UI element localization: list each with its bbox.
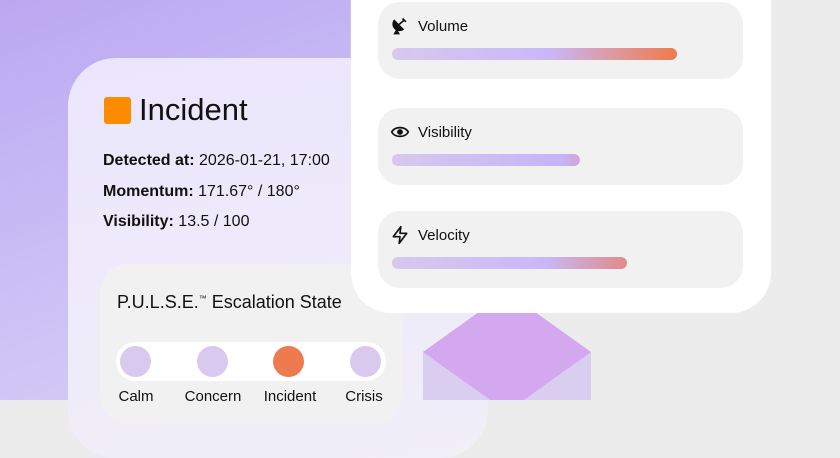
detected-label: Detected at: bbox=[103, 152, 195, 169]
orange-square-icon bbox=[104, 96, 131, 124]
cube-illustration bbox=[423, 292, 591, 400]
visibility-value: 13.5 / 100 bbox=[178, 213, 250, 230]
momentum-value: 171.67° / 180° bbox=[198, 183, 300, 200]
satellite-dish-icon bbox=[392, 17, 407, 35]
metric-label: Volume bbox=[418, 17, 469, 35]
visibility-label: Visibility: bbox=[103, 213, 174, 230]
detected-at: Detected at: 2026-01-21, 17:00 bbox=[103, 152, 330, 170]
metric-volume: Volume bbox=[378, 2, 743, 79]
incident-title: Incident bbox=[104, 92, 248, 128]
metric-label: Visibility bbox=[418, 123, 472, 141]
state-label-concern: Concern bbox=[184, 388, 242, 405]
pulse-title-main: P.U.L.S.E. bbox=[117, 292, 199, 312]
incident-title-text: Incident bbox=[139, 92, 248, 127]
visibility: Visibility: 13.5 / 100 bbox=[103, 213, 249, 231]
state-label-calm: Calm bbox=[118, 388, 154, 405]
trademark: ™ bbox=[198, 294, 207, 303]
metric-label: Velocity bbox=[418, 226, 470, 244]
state-dot-crisis[interactable] bbox=[350, 346, 381, 377]
metric-bar bbox=[392, 154, 580, 166]
state-dot-incident[interactable] bbox=[273, 346, 304, 377]
pulse-title-rest: Escalation State bbox=[206, 292, 342, 312]
escalation-track bbox=[116, 342, 386, 381]
state-label-incident: Incident bbox=[263, 388, 317, 405]
detected-value: 2026-01-21, 17:00 bbox=[199, 152, 330, 169]
pulse-title: P.U.L.S.E.™ Escalation State bbox=[117, 292, 342, 313]
metric-bar bbox=[392, 48, 677, 60]
state-label-crisis: Crisis bbox=[345, 388, 383, 405]
cube-top bbox=[423, 292, 591, 400]
momentum: Momentum: 171.67° / 180° bbox=[103, 183, 300, 201]
lightning-icon bbox=[392, 225, 408, 245]
eye-icon bbox=[390, 126, 410, 138]
momentum-label: Momentum: bbox=[103, 183, 194, 200]
state-dot-concern[interactable] bbox=[197, 346, 228, 377]
state-dot-calm[interactable] bbox=[120, 346, 151, 377]
metric-velocity: Velocity bbox=[378, 211, 743, 288]
metric-bar bbox=[392, 257, 627, 269]
metric-visibility: Visibility bbox=[378, 108, 743, 185]
